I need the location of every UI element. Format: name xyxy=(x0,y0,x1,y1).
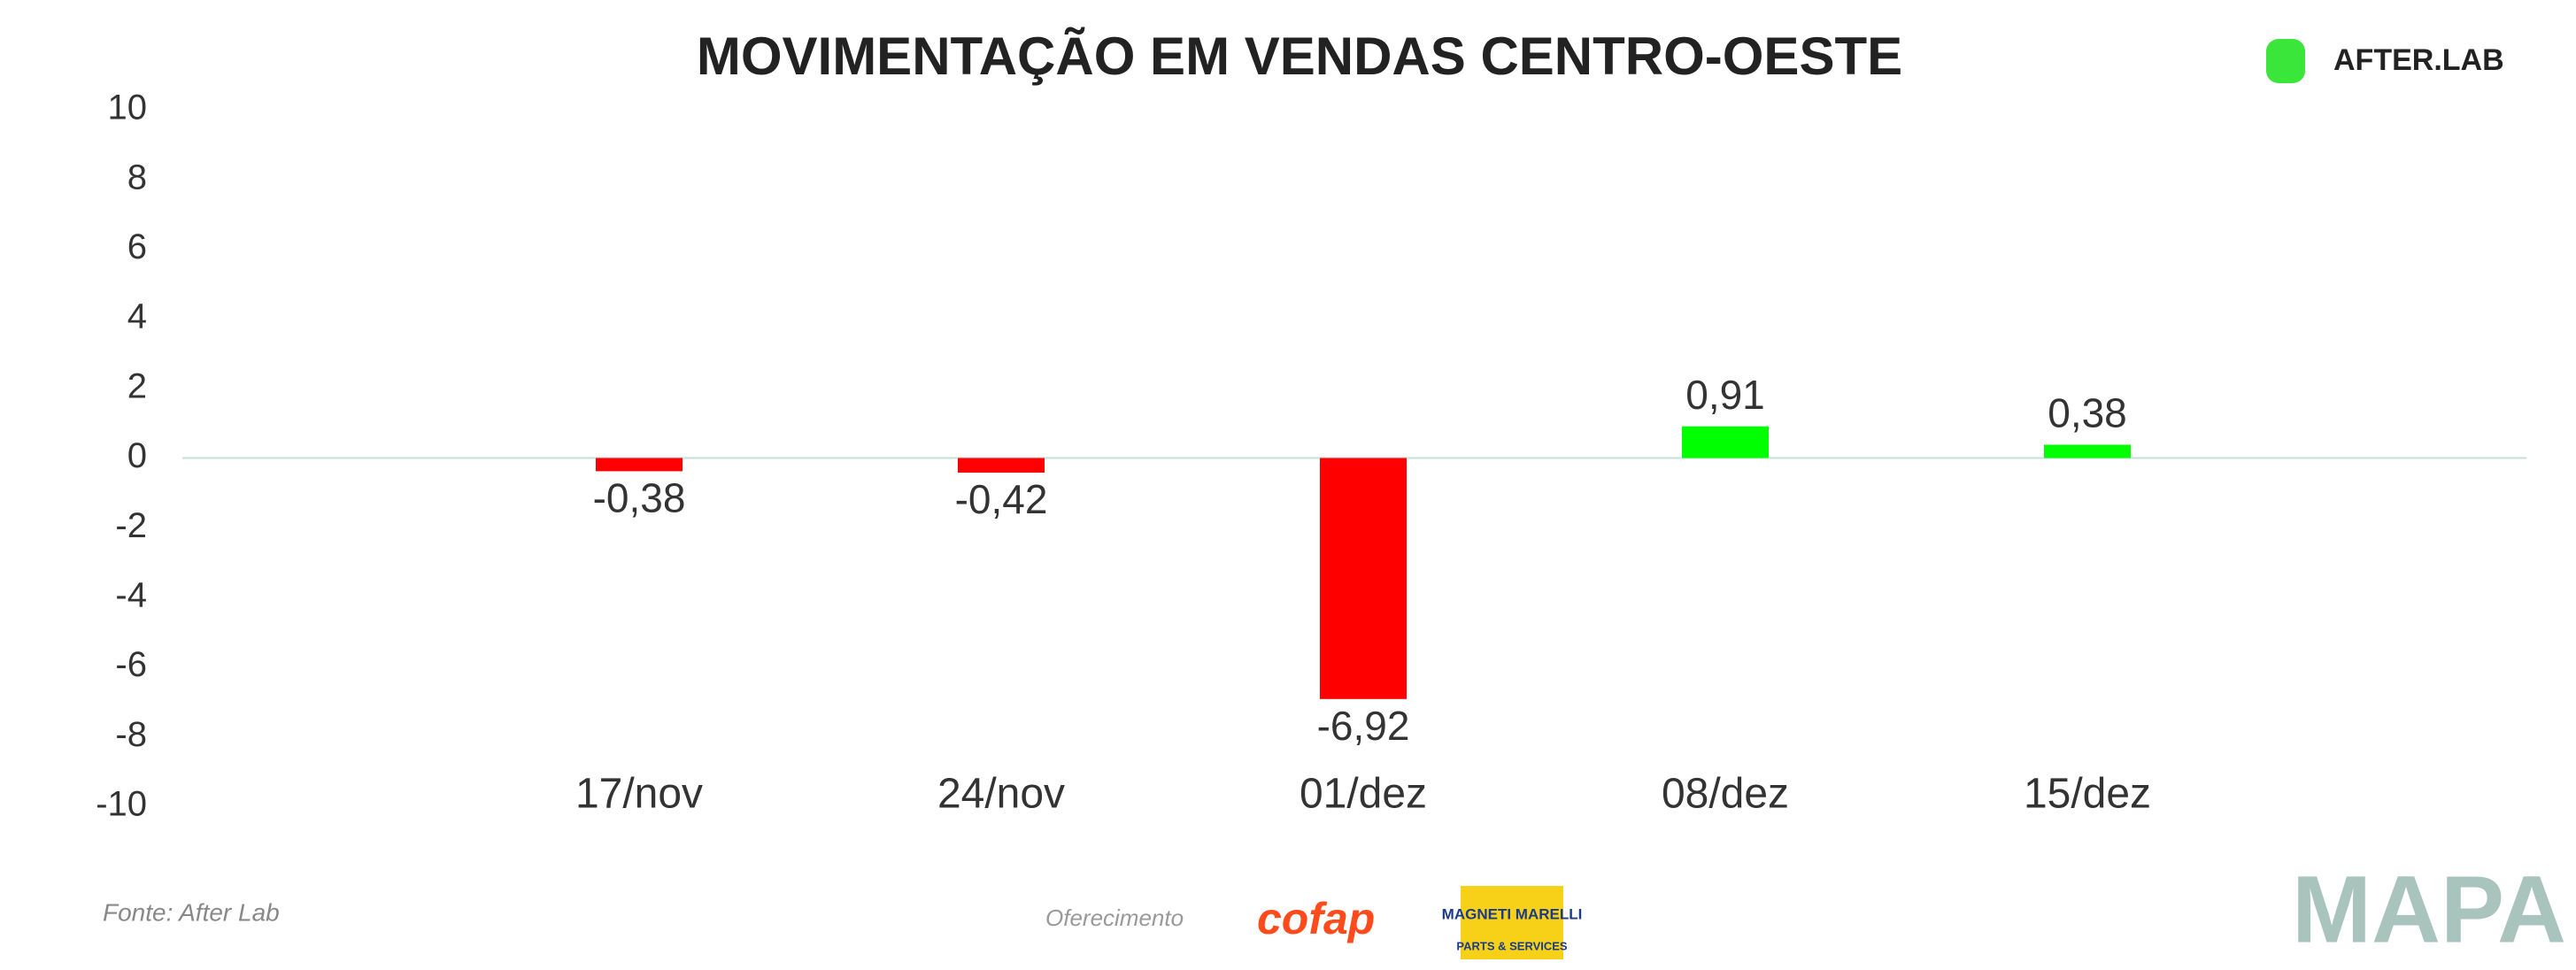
sponsor-marelli-sub: PARTS & SERVICES xyxy=(1456,939,1568,952)
y-tick-label: -6 xyxy=(115,645,147,684)
value-label: -0,38 xyxy=(593,475,686,521)
value-label: -0,42 xyxy=(955,476,1048,522)
brand-name: AFTER.LAB xyxy=(2333,43,2504,77)
y-tick-label: -8 xyxy=(115,715,147,754)
value-label: 0,38 xyxy=(2048,390,2127,436)
chart-title: MOVIMENTAÇÃO EM VENDAS CENTRO-OESTE xyxy=(697,27,1902,86)
x-tick-label: 24/nov xyxy=(937,771,1065,818)
bar xyxy=(1320,458,1407,699)
brand-icon xyxy=(2266,39,2305,83)
footer-brand: MAPA xyxy=(2292,856,2566,963)
y-tick-label: 8 xyxy=(127,158,147,196)
sponsor-marelli: MAGNETI MARELLI xyxy=(1442,905,1583,922)
brand-logo: AFTER.LAB xyxy=(2266,39,2504,83)
y-tick-label: 6 xyxy=(127,227,147,266)
y-tick-label: 0 xyxy=(127,436,147,475)
y-tick-label: -4 xyxy=(115,575,147,614)
bar xyxy=(958,458,1045,473)
y-tick-label: 2 xyxy=(127,366,147,405)
bar xyxy=(2044,444,2131,458)
source: Fonte: After Lab xyxy=(103,898,280,926)
bar xyxy=(596,458,683,472)
y-tick-label: -2 xyxy=(115,506,147,545)
y-tick-label: 10 xyxy=(108,89,148,127)
sponsor-box xyxy=(1461,886,1563,959)
x-tick-label: 01/dez xyxy=(1300,771,1427,818)
value-label: 0,91 xyxy=(1685,372,1765,418)
bar xyxy=(1682,426,1769,458)
sponsor-cofap: cofap xyxy=(1257,894,1375,943)
value-label: -6,92 xyxy=(1317,703,1410,749)
x-tick-label: 08/dez xyxy=(1662,771,1789,818)
sponsor-label: Oferecimento xyxy=(1045,905,1184,931)
y-tick-label: -10 xyxy=(96,785,147,824)
x-tick-label: 17/nov xyxy=(575,771,703,818)
y-tick-label: 4 xyxy=(127,297,147,336)
x-tick-label: 15/dez xyxy=(2024,771,2151,818)
